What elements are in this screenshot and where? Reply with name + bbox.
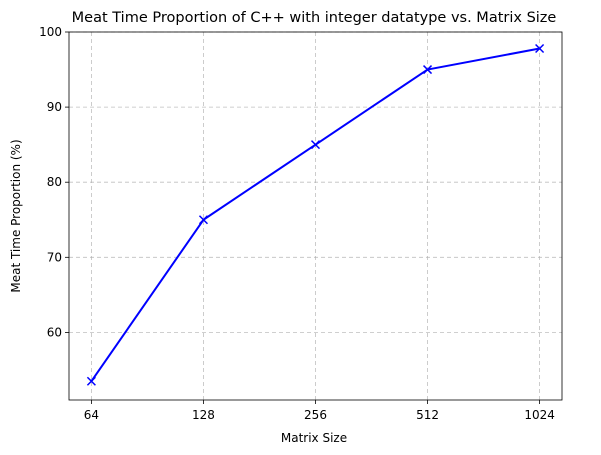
y-tick-label: 70	[47, 250, 62, 264]
data-point-marker	[86, 376, 96, 386]
x-tick-label: 512	[416, 408, 439, 422]
data-point-marker	[535, 43, 545, 54]
y-tick-label: 100	[39, 25, 62, 39]
x-tick-label: 64	[84, 408, 99, 422]
x-tick-label: 128	[192, 408, 215, 422]
grid	[69, 31, 562, 400]
y-tick-label: 80	[47, 175, 62, 189]
data-point-marker	[198, 215, 208, 225]
x-tick-label: 256	[304, 408, 327, 422]
chart-title: Meat Time Proportion of C++ with integer…	[72, 10, 557, 26]
y-tick-label: 90	[47, 100, 62, 114]
series-group	[86, 43, 545, 386]
y-tick-label: 60	[47, 325, 62, 339]
y-axis: 60 70 80 90 100	[39, 25, 69, 339]
data-point-marker	[423, 65, 433, 75]
y-axis-label: Meat Time Proportion (%)	[9, 139, 23, 292]
x-tick-label: 1024	[524, 408, 555, 422]
x-axis: 64 128 256 512 1024	[84, 400, 555, 422]
x-axis-label: Matrix Size	[281, 431, 347, 445]
data-point-marker	[310, 140, 321, 150]
